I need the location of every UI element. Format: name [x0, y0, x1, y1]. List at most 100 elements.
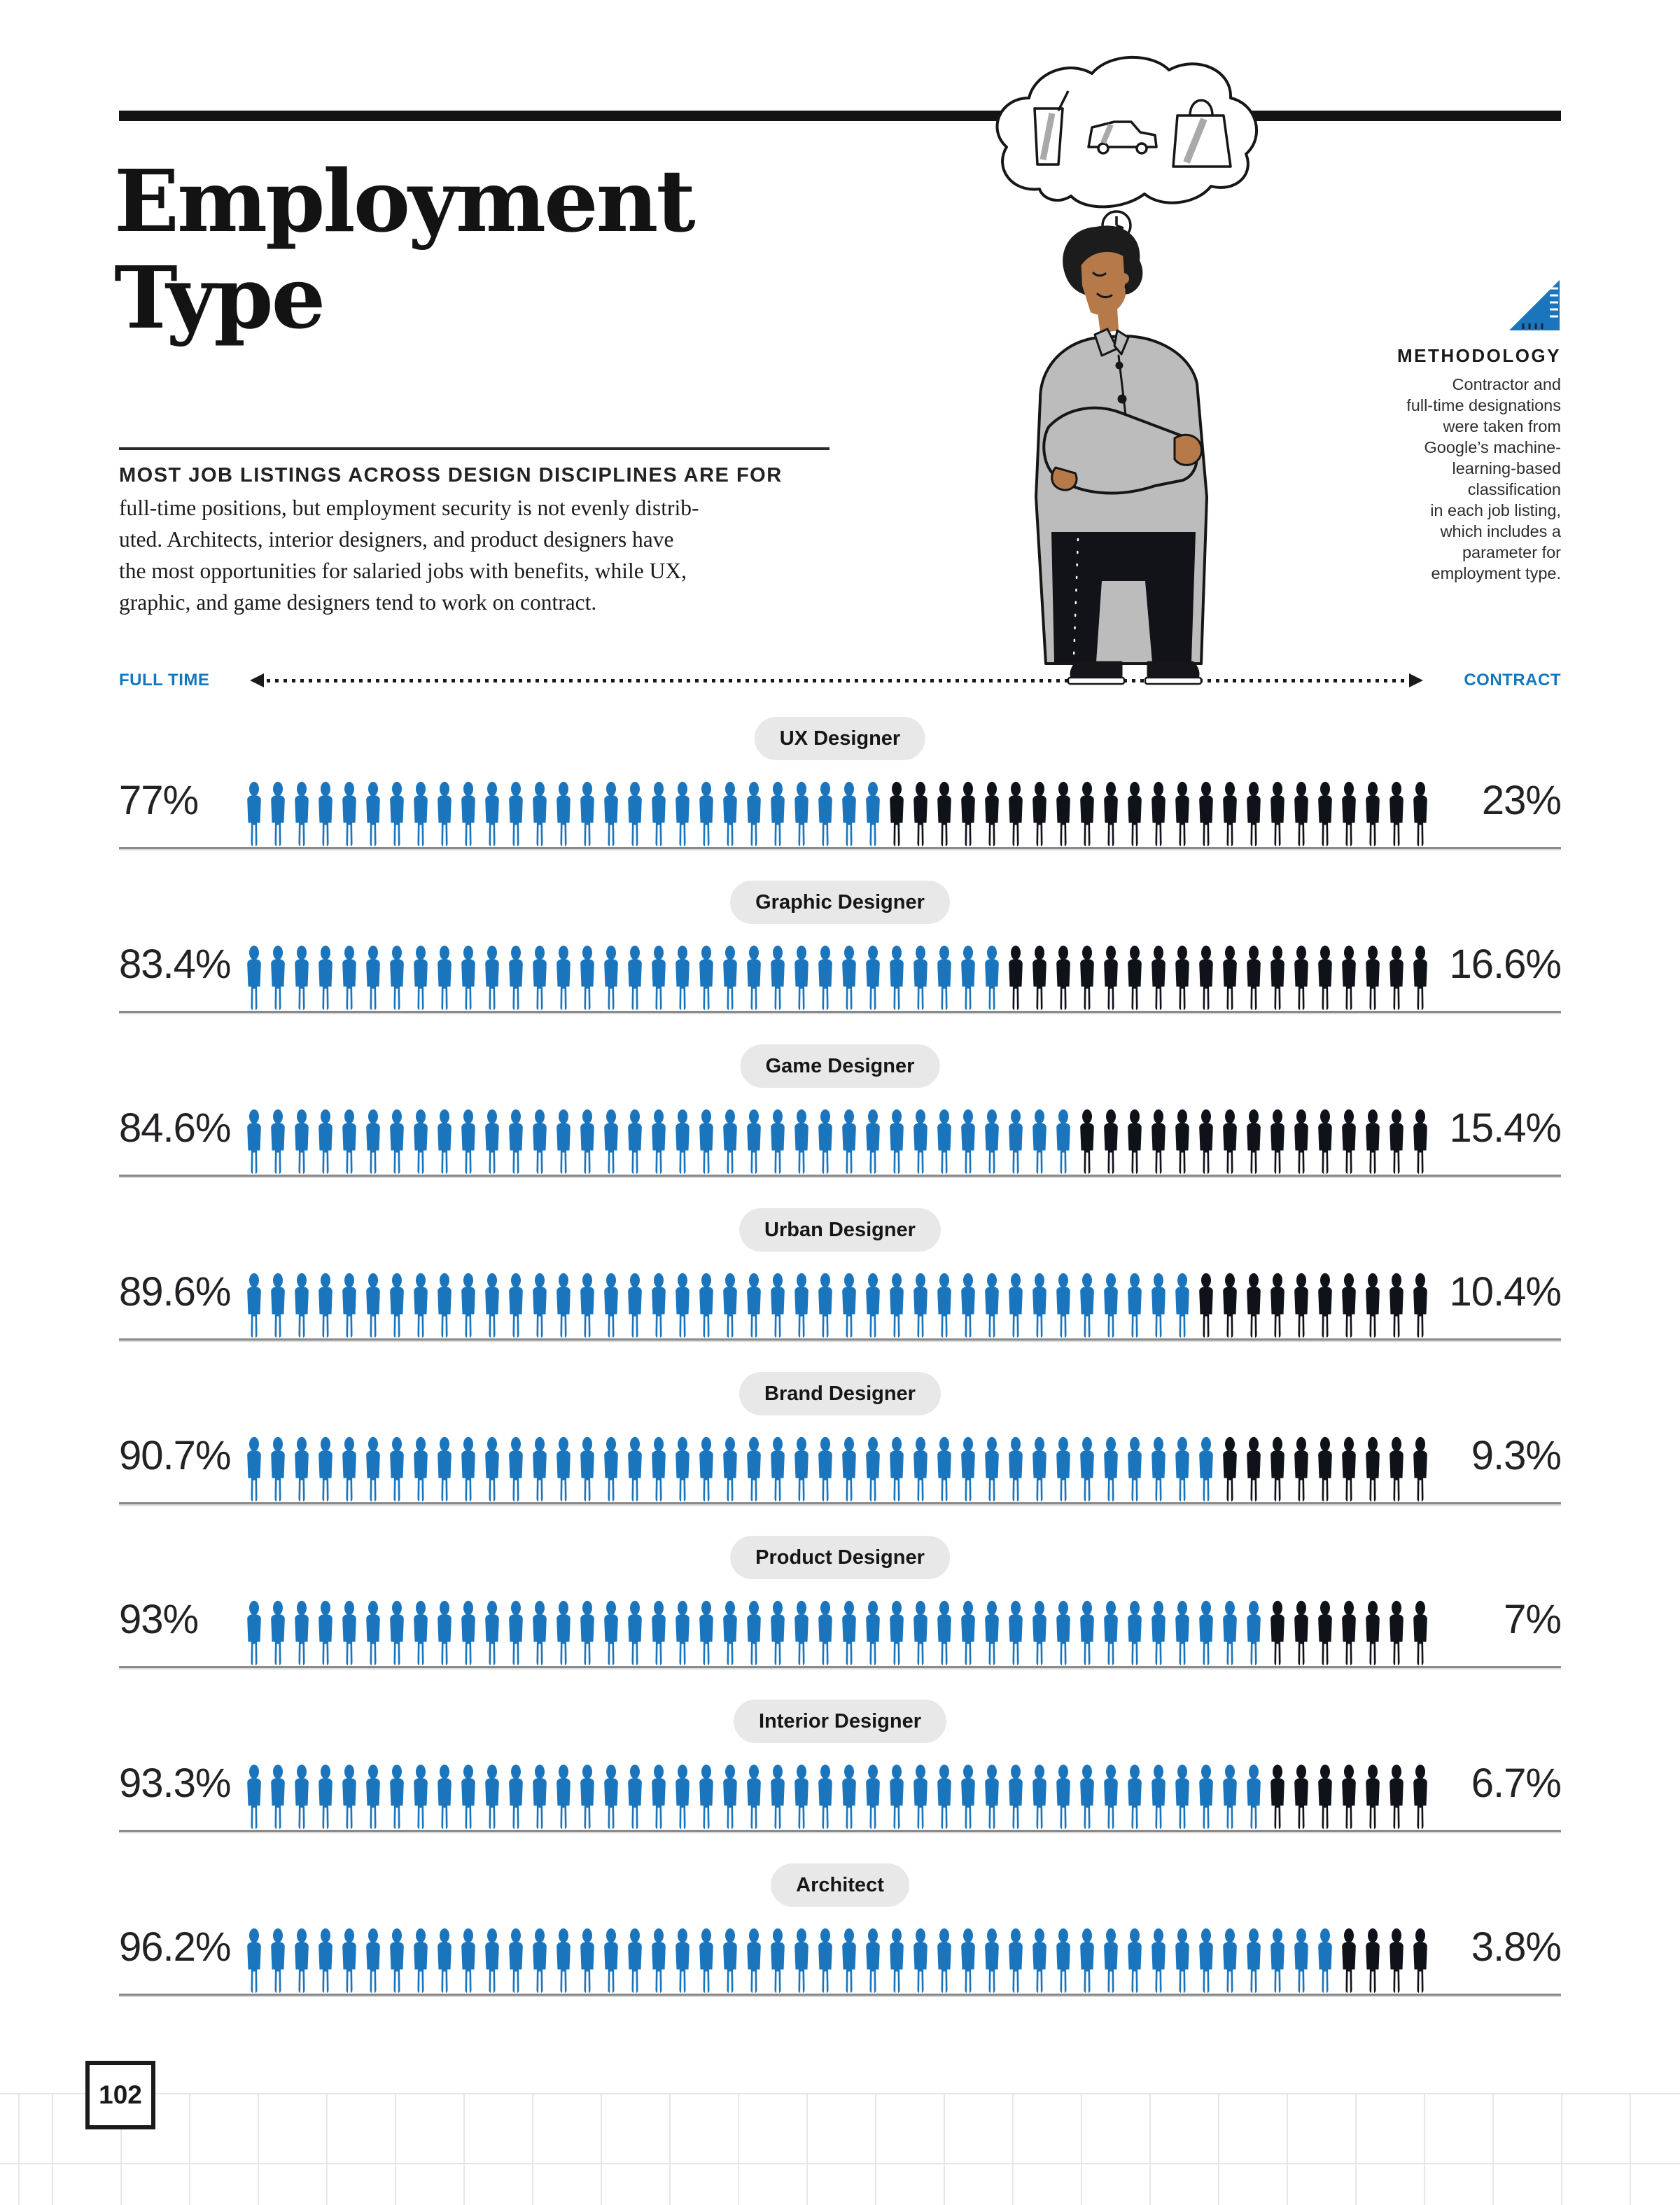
person-icon — [1223, 781, 1237, 846]
person-icon — [414, 945, 428, 1010]
person-icon — [1104, 1600, 1118, 1665]
full-time-percent: 89.6% — [119, 1269, 231, 1315]
person-icon — [961, 781, 975, 846]
person-icon — [533, 1764, 547, 1829]
person-icon — [961, 945, 975, 1010]
category-pill: UX Designer — [754, 717, 926, 760]
person-icon — [1009, 1273, 1023, 1338]
person-icon — [485, 781, 499, 846]
person-icon — [699, 1273, 713, 1338]
axis-dotted-line — [267, 678, 1407, 682]
person-icon — [652, 945, 666, 1010]
contract-percent: 16.6% — [1449, 941, 1562, 987]
intro-lead: MOST JOB LISTINGS ACROSS DESIGN DISCIPLI… — [119, 464, 783, 486]
person-icon — [937, 1273, 951, 1338]
person-icon — [961, 1764, 975, 1829]
person-icon — [1128, 1273, 1142, 1338]
person-icon — [1175, 1436, 1189, 1502]
person-icon — [1104, 1764, 1118, 1829]
person-icon — [533, 1436, 547, 1502]
category-pill: Architect — [771, 1863, 909, 1907]
person-icon — [438, 1600, 451, 1665]
person-icon — [1270, 1928, 1284, 1993]
person-icon — [937, 1928, 951, 1993]
person-icon — [1270, 781, 1284, 846]
contract-percent: 15.4% — [1449, 1105, 1562, 1151]
person-icon — [1223, 1109, 1237, 1174]
person-icon — [438, 945, 451, 1010]
person-icon — [794, 781, 808, 846]
person-icon — [1175, 1928, 1189, 1993]
pictogram-row: Interior Designer 93.3% 6.7% — [119, 1700, 1562, 1863]
page-title-line1: Employment — [114, 150, 696, 251]
person-icon — [1009, 1436, 1023, 1502]
person-icon — [1342, 1436, 1356, 1502]
person-icon — [556, 1600, 570, 1665]
person-icon — [485, 1600, 499, 1665]
person-icon — [1342, 1273, 1356, 1338]
person-icon — [1366, 1273, 1380, 1338]
icon-strip — [242, 1764, 1432, 1830]
person-icon — [1342, 945, 1356, 1010]
person-icon — [295, 1764, 309, 1829]
person-icon — [1152, 945, 1166, 1010]
person-icon — [747, 1436, 761, 1502]
person-icon — [1199, 1109, 1213, 1174]
person-icon — [1199, 1436, 1213, 1502]
person-icon — [1080, 781, 1094, 846]
contract-percent: 23% — [1481, 778, 1562, 823]
person-icon — [1247, 781, 1261, 846]
person-icon — [271, 945, 285, 1010]
person-icon — [390, 945, 404, 1010]
pictogram-row: UX Designer 77% 23% — [119, 717, 1562, 881]
row-divider — [119, 1666, 1561, 1668]
person-icon — [1366, 781, 1380, 846]
contract-percent: 6.7% — [1471, 1760, 1562, 1806]
person-icon — [652, 1109, 666, 1174]
person-icon — [1318, 1273, 1332, 1338]
person-icon — [1390, 1109, 1404, 1174]
person-icon — [1152, 1109, 1166, 1174]
person-icon — [699, 1764, 713, 1829]
person-icon — [1104, 1109, 1118, 1174]
person-icon — [1342, 1764, 1356, 1829]
full-time-percent: 93.3% — [119, 1760, 231, 1806]
person-icon — [699, 1109, 713, 1174]
row-divider — [119, 1175, 1561, 1177]
person-icon — [652, 781, 666, 846]
person-icon — [1152, 1436, 1166, 1502]
person-icon — [247, 1764, 261, 1829]
person-icon — [818, 1600, 832, 1665]
person-icon — [961, 1600, 975, 1665]
person-icon — [1342, 1600, 1356, 1665]
person-icon — [890, 1928, 904, 1993]
person-icon — [628, 1928, 642, 1993]
person-icon — [1104, 781, 1118, 846]
person-icon — [247, 945, 261, 1010]
person-icon — [1009, 1928, 1023, 1993]
person-icon — [485, 1109, 499, 1174]
person-icon — [1009, 781, 1023, 846]
person-icon — [342, 781, 356, 846]
pictogram-row: Urban Designer 89.6% 10.4% — [119, 1208, 1562, 1372]
person-icon — [604, 945, 618, 1010]
person-icon — [295, 945, 309, 1010]
person-icon — [604, 1928, 618, 1993]
person-icon — [247, 1436, 261, 1502]
category-pill: Game Designer — [740, 1044, 940, 1088]
row-divider — [119, 1994, 1561, 1996]
person-icon — [913, 1600, 927, 1665]
person-icon — [247, 1600, 261, 1665]
person-icon — [604, 1273, 618, 1338]
person-icon — [271, 1436, 285, 1502]
contract-percent: 3.8% — [1471, 1924, 1562, 1970]
person-icon — [1247, 1273, 1261, 1338]
arrow-right-icon — [1409, 673, 1424, 687]
person-icon — [1104, 1273, 1118, 1338]
pictogram-row: Architect 96.2% 3.8% — [119, 1863, 1562, 2027]
person-icon — [461, 1436, 475, 1502]
person-icon — [771, 1764, 785, 1829]
person-icon — [1175, 781, 1189, 846]
row-divider — [119, 1338, 1561, 1340]
ruler-triangle-icon — [1508, 279, 1561, 335]
